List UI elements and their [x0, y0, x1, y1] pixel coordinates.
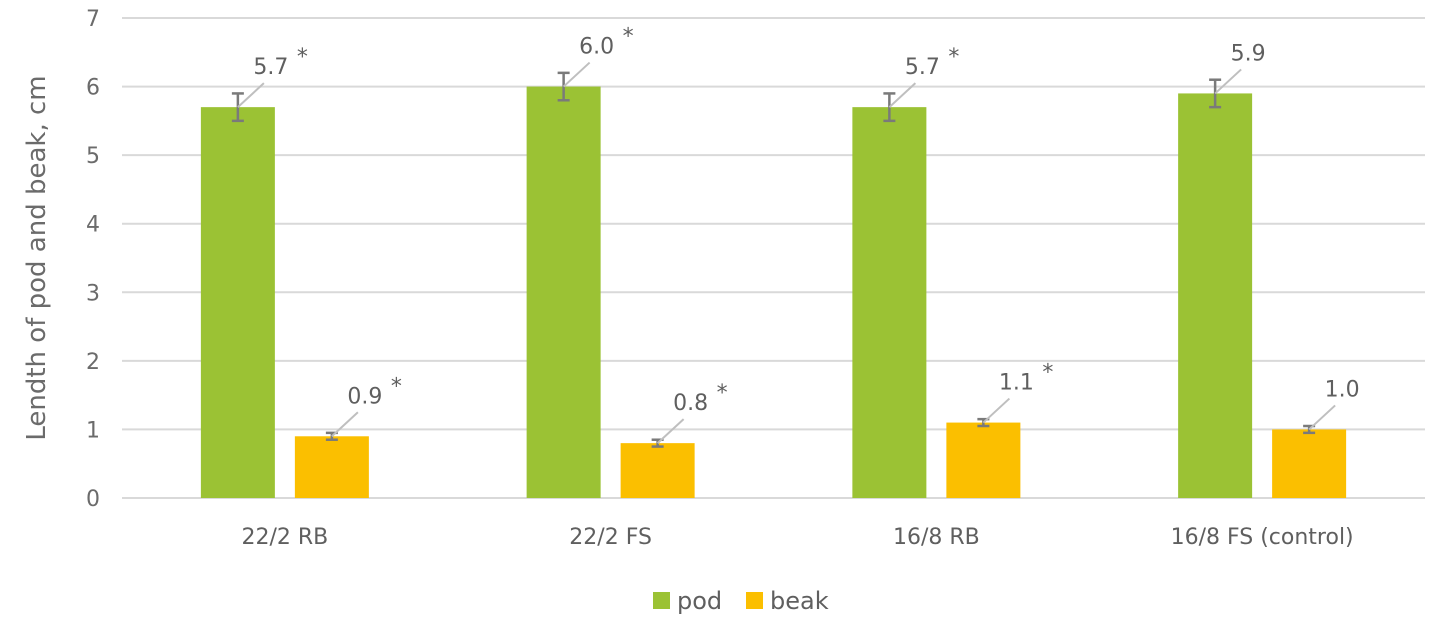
data-label-leader: [331, 411, 359, 438]
data-label: 0.8: [673, 391, 708, 416]
legend: pod beak: [653, 587, 829, 615]
x-category-label: 22/2 FS: [569, 525, 652, 550]
bar-pod: [852, 107, 927, 499]
data-label: 1.1: [999, 371, 1034, 396]
data-label: 1.0: [1325, 377, 1360, 402]
y-tick-label: 0: [86, 487, 100, 512]
legend-label-pod: pod: [677, 587, 722, 615]
bars: 5.7 * 0.9 * 6.0 * 0.8 * 5.7 * 1.1 * 5.9 1.0: [200, 25, 1360, 499]
data-label: 6.0: [579, 35, 614, 60]
data-label-leader: [982, 397, 1011, 424]
significance-mark: *: [297, 45, 308, 70]
legend-swatch-pod: [653, 592, 670, 609]
y-tick-label: 3: [86, 281, 100, 306]
y-axis-ticks: 0 1 2 3 4 5 6 7: [86, 7, 100, 512]
x-axis-categories: 22/2 RB 22/2 FS 16/8 RB 16/8 FS (control): [241, 525, 1353, 550]
data-label: 5.9: [1231, 41, 1266, 66]
bar-beak: [1272, 429, 1347, 498]
data-label-leader: [237, 82, 265, 108]
data-label-leader: [562, 61, 591, 88]
data-label-leader: [888, 82, 917, 108]
bar-pod: [526, 86, 601, 499]
significance-mark: *: [623, 25, 634, 50]
legend-swatch-beak: [746, 592, 763, 609]
data-label: 5.7: [253, 55, 288, 80]
bar-pod: [1178, 93, 1253, 498]
y-tick-label: 1: [86, 418, 100, 443]
significance-mark: *: [948, 45, 959, 70]
y-tick-label: 5: [86, 144, 100, 169]
y-tick-label: 2: [86, 350, 100, 375]
data-label-leader: [656, 418, 685, 444]
significance-mark: *: [391, 374, 402, 399]
y-axis-label: Lendth of pod and beak, cm: [22, 75, 52, 440]
data-label-leader: [1308, 404, 1336, 431]
bar-beak: [294, 436, 369, 498]
bar-beak: [620, 443, 695, 498]
y-tick-label: 6: [86, 76, 100, 101]
y-tick-label: 4: [86, 213, 100, 238]
y-tick-label: 7: [86, 7, 100, 32]
bar-beak: [946, 422, 1021, 498]
x-category-label: 16/8 FS (control): [1171, 525, 1354, 550]
data-label: 0.9: [347, 384, 382, 409]
data-label: 5.7: [905, 55, 940, 80]
significance-mark: *: [1042, 361, 1053, 386]
significance-mark: *: [717, 381, 728, 406]
x-category-label: 22/2 RB: [241, 525, 328, 550]
x-category-label: 16/8 RB: [893, 525, 980, 550]
data-label-leader: [1214, 68, 1242, 95]
bar-pod: [200, 107, 275, 499]
legend-label-beak: beak: [770, 587, 829, 615]
